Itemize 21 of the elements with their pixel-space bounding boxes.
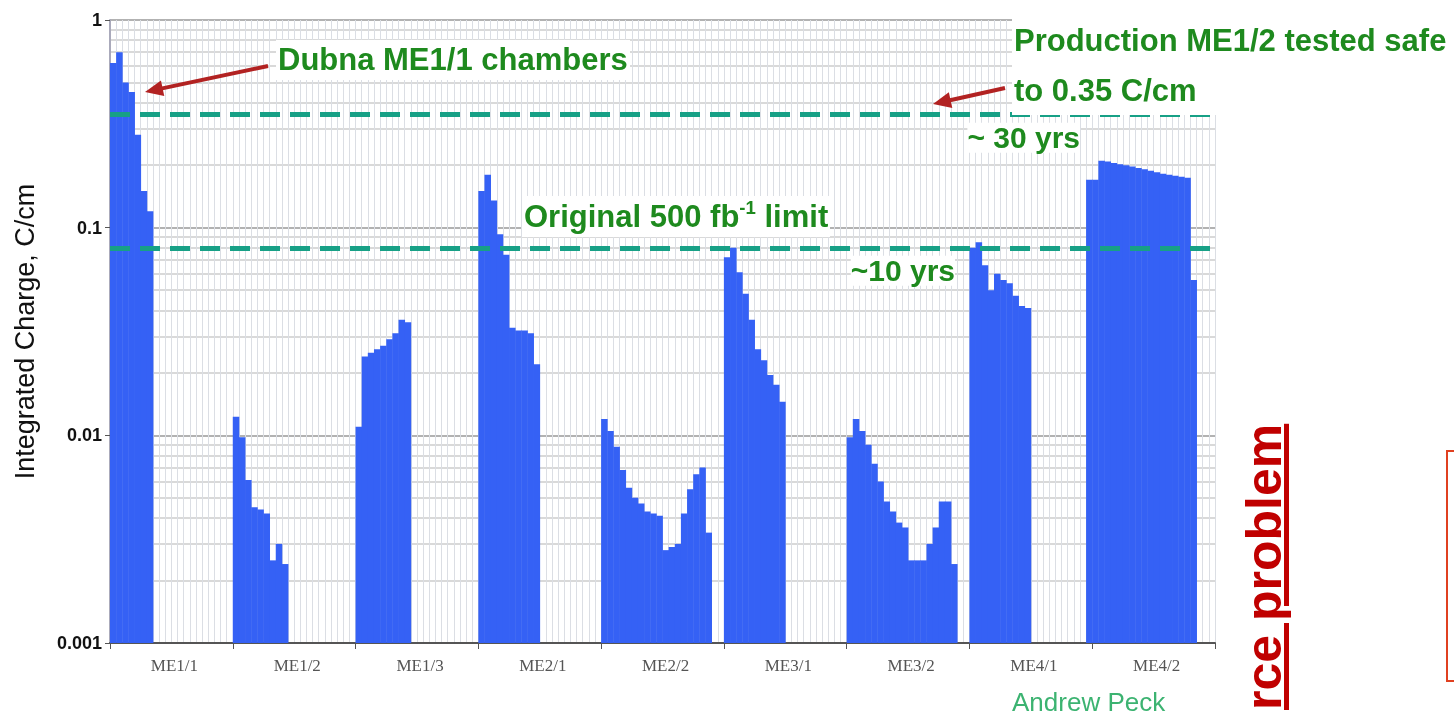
annotation: Production ME1/2 tested safe to 0.35 C/cm xyxy=(1012,16,1452,116)
y-tick-label: 0.1 xyxy=(76,217,102,238)
x-tick-label: ME3/2 xyxy=(887,656,935,675)
ref-line-label: ~10 yrs xyxy=(850,254,955,288)
y-tick-label: 0.01 xyxy=(66,425,102,446)
x-tick-label: ME1/2 xyxy=(273,656,321,675)
x-tick-label: ME2/1 xyxy=(519,656,567,675)
x-tick-label: ME1/1 xyxy=(150,656,199,675)
text: Andrew Peck xyxy=(1010,686,1168,720)
y-tick-label: 0.001 xyxy=(56,633,102,653)
x-tick-label: ME2/2 xyxy=(641,656,690,675)
x-tick-label: ME4/1 xyxy=(1010,656,1058,675)
annotation: Dubna ME1/1 chambers xyxy=(276,40,630,81)
ref-line-label: ~ 30 yrs xyxy=(967,121,1080,155)
y-tick-label: 1 xyxy=(91,10,102,30)
y-axis-title: Integrated Charge, C/cm xyxy=(9,183,40,480)
x-tick-label: ME1/3 xyxy=(396,656,444,675)
x-tick-label: ME4/2 xyxy=(1133,656,1181,675)
x-tick-label: ME3/1 xyxy=(764,656,812,675)
text: rce problem xyxy=(1236,421,1294,712)
annotation: Original 500 fb$^{-1}$ limit xyxy=(522,196,831,238)
